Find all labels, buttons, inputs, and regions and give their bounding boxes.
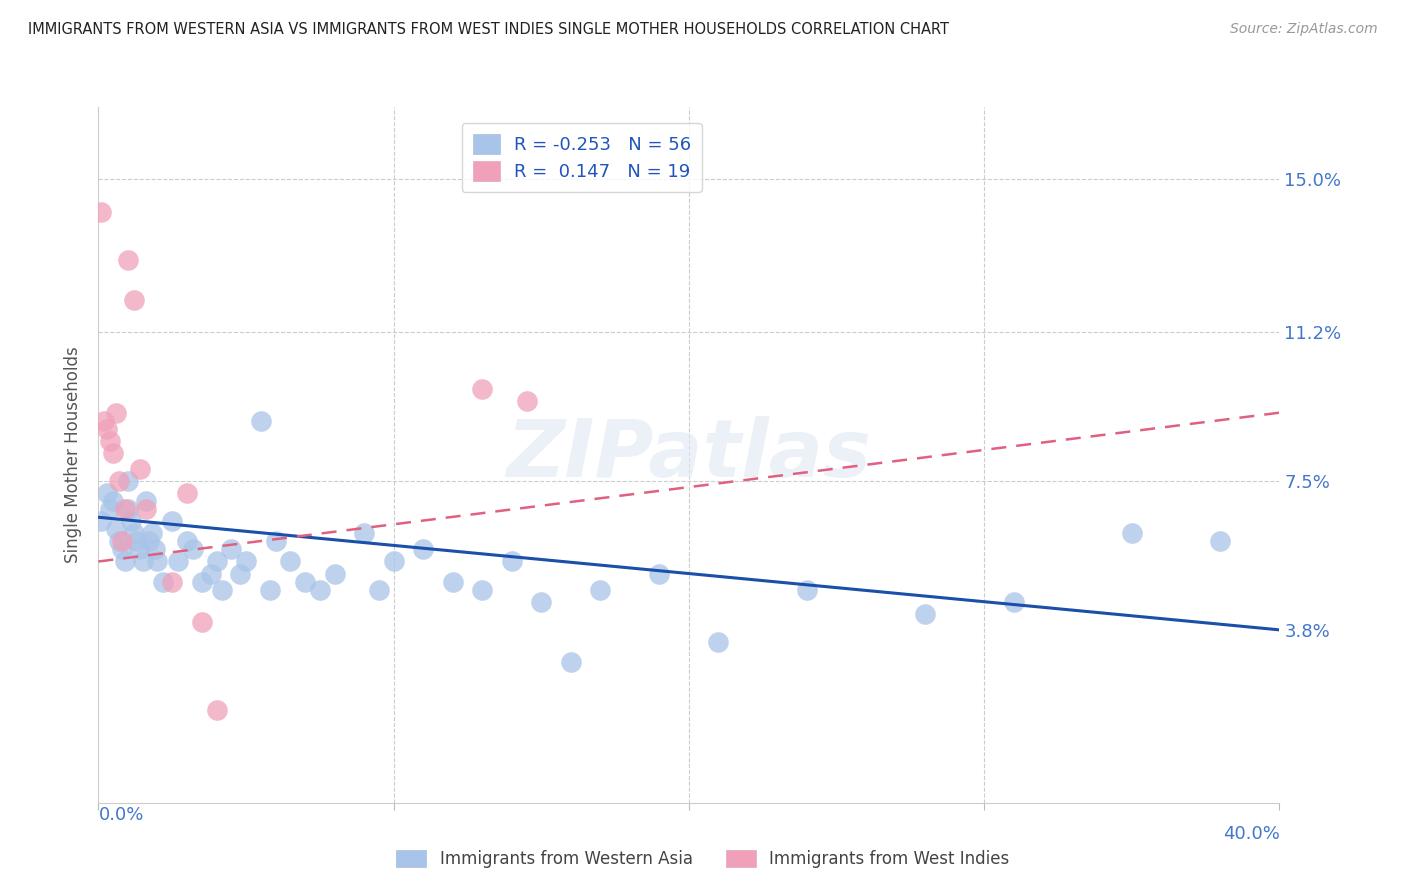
Point (152, 574, 174, 589)
Point (441, 574, 464, 589)
Point (96, 486, 118, 500)
Text: 40.0%: 40.0% (1223, 825, 1279, 843)
Point (122, 526, 145, 541)
Point (648, 566, 671, 581)
Point (103, 446, 125, 460)
Point (90, 204, 112, 219)
Point (162, 514, 183, 528)
Point (128, 542, 150, 557)
Y-axis label: Single Mother Households: Single Mother Households (65, 347, 83, 563)
Legend: R = -0.253   N = 56, R =  0.147   N = 19: R = -0.253 N = 56, R = 0.147 N = 19 (461, 123, 702, 192)
Text: 0.0%: 0.0% (98, 806, 143, 824)
Point (205, 703, 228, 717)
Point (90, 514, 112, 528)
Point (122, 293, 145, 307)
Point (135, 502, 157, 516)
Point (235, 554, 257, 568)
Point (1002, 595, 1025, 609)
Point (589, 582, 612, 597)
Point (309, 582, 332, 597)
Point (117, 474, 139, 488)
Point (114, 502, 136, 516)
Point (96, 422, 118, 436)
Point (117, 252, 139, 267)
Point (250, 414, 273, 428)
Point (264, 534, 287, 549)
Point (98, 502, 121, 516)
Point (259, 582, 281, 597)
Point (191, 574, 214, 589)
Point (111, 534, 134, 549)
Point (229, 566, 252, 581)
Point (167, 554, 190, 568)
Point (108, 534, 131, 549)
Point (128, 462, 150, 476)
Point (1121, 526, 1143, 541)
Point (515, 393, 537, 408)
Point (353, 526, 375, 541)
Point (560, 655, 582, 669)
Point (162, 574, 183, 589)
Point (132, 554, 155, 568)
Point (191, 615, 214, 629)
Point (501, 554, 523, 568)
Point (382, 554, 405, 568)
Point (117, 502, 139, 516)
Point (278, 554, 302, 568)
Point (200, 566, 222, 581)
Point (1209, 534, 1232, 549)
Point (205, 554, 228, 568)
Point (143, 542, 166, 557)
Text: IMMIGRANTS FROM WESTERN ASIA VS IMMIGRANTS FROM WEST INDIES SINGLE MOTHER HOUSEH: IMMIGRANTS FROM WESTERN ASIA VS IMMIGRAN… (28, 22, 949, 37)
Point (176, 534, 198, 549)
Point (93, 414, 115, 428)
Point (111, 542, 134, 557)
Point (914, 607, 936, 621)
Text: ZIPatlas: ZIPatlas (506, 416, 872, 494)
Point (98, 434, 121, 448)
Point (103, 494, 125, 508)
Point (125, 534, 148, 549)
Point (368, 582, 391, 597)
Point (105, 522, 128, 536)
Point (323, 566, 346, 581)
Point (707, 635, 730, 649)
Point (294, 574, 316, 589)
Point (141, 526, 163, 541)
Point (181, 542, 204, 557)
Point (471, 582, 494, 597)
Point (108, 474, 131, 488)
Point (219, 542, 242, 557)
Point (211, 582, 233, 597)
Text: Source: ZipAtlas.com: Source: ZipAtlas.com (1230, 22, 1378, 37)
Point (120, 514, 142, 528)
Point (796, 582, 818, 597)
Point (114, 554, 136, 568)
Point (412, 542, 434, 557)
Point (471, 382, 494, 396)
Point (146, 554, 169, 568)
Point (135, 494, 157, 508)
Point (138, 534, 160, 549)
Point (176, 486, 198, 500)
Legend: Immigrants from Western Asia, Immigrants from West Indies: Immigrants from Western Asia, Immigrants… (389, 843, 1017, 875)
Point (530, 595, 553, 609)
Point (105, 406, 128, 420)
